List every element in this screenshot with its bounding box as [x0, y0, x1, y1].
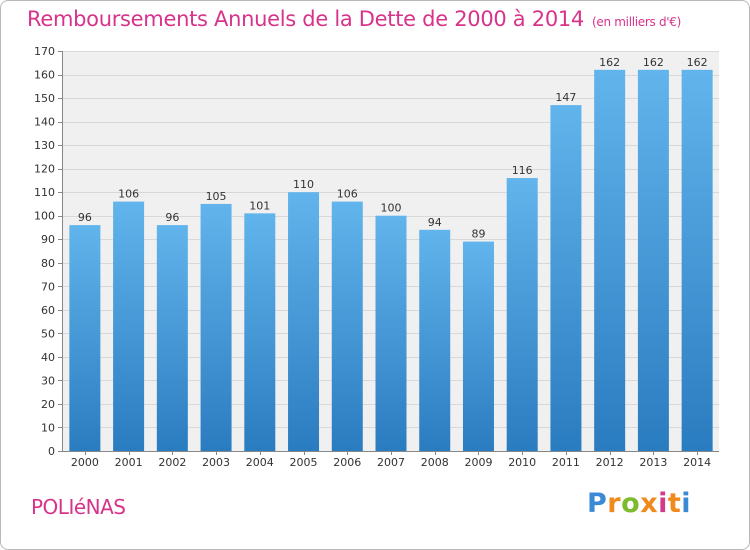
x-tick-label: 2000 [71, 456, 99, 469]
chart-subtitle: (en milliers d'€) [592, 15, 682, 29]
y-tick-label: 20 [41, 398, 55, 411]
bar-value-label: 162 [643, 56, 664, 69]
bar [331, 201, 363, 451]
y-tick-label: 70 [41, 280, 55, 293]
y-tick-label: 0 [48, 445, 55, 458]
x-tick-label: 2003 [202, 456, 230, 469]
x-axis-labels: 2000 2001 2002 2003 2004 2005 2006 2007 2008 2009… [71, 451, 711, 469]
bar [244, 213, 276, 451]
x-tick-label: 2004 [246, 456, 274, 469]
x-tick-label: 2007 [377, 456, 405, 469]
x-tick-label: 2013 [639, 456, 667, 469]
logo-letter: i [658, 488, 668, 519]
bar-value-label: 162 [599, 56, 620, 69]
y-tick-label: 50 [41, 327, 55, 340]
y-axis-ticks: 0 10 20 30 40 50 60 70 80 90 100 110 120 130 140 150 160… [34, 45, 63, 458]
x-tick-label: 2014 [683, 456, 711, 469]
bar [419, 229, 451, 451]
y-tick-label: 90 [41, 233, 55, 246]
y-tick-label: 110 [34, 186, 55, 199]
bar-value-label: 106 [337, 188, 358, 201]
logo-letter: i [681, 488, 692, 519]
y-tick-label: 60 [41, 304, 55, 317]
x-tick-label: 2002 [158, 456, 186, 469]
y-tick-label: 100 [34, 210, 55, 223]
y-tick-label: 150 [34, 92, 55, 105]
bar-value-label: 96 [165, 211, 179, 224]
bar [156, 225, 188, 451]
logo-letter: t [667, 488, 682, 519]
x-tick-label: 2008 [421, 456, 449, 469]
proxiti-logo: Proxiti [587, 488, 691, 519]
x-tick-label: 2006 [333, 456, 361, 469]
bar [637, 69, 669, 451]
chart-title: Remboursements Annuels de la Dette de 20… [27, 7, 681, 31]
y-tick-label: 140 [34, 116, 55, 129]
logo-letter: x [640, 488, 659, 519]
bar-value-label: 147 [555, 91, 576, 104]
bar [200, 203, 232, 451]
bars: 96 106 96 105 101 110 106 100 94 89 116 147 162 162 16… [69, 56, 713, 452]
bar [113, 201, 145, 451]
bar-value-label: 105 [206, 190, 227, 203]
bar-value-label: 162 [687, 56, 708, 69]
x-tick-label: 2011 [552, 456, 580, 469]
bar-value-label: 116 [512, 164, 533, 177]
bar-value-label: 96 [78, 211, 92, 224]
bar [288, 192, 320, 452]
y-tick-label: 40 [41, 351, 55, 364]
commune-name: POLIéNAS [31, 495, 126, 519]
x-tick-label: 2012 [596, 456, 624, 469]
bar [681, 69, 713, 451]
logo-letter: o [621, 488, 641, 519]
y-tick-label: 170 [34, 45, 55, 58]
bar [462, 241, 494, 451]
chart-title-text: Remboursements Annuels de la Dette de 20… [27, 7, 584, 31]
x-tick-label: 2001 [115, 456, 143, 469]
x-tick-label: 2005 [290, 456, 318, 469]
bar-value-label: 94 [428, 216, 442, 229]
y-tick-label: 10 [41, 421, 55, 434]
bar [69, 225, 101, 451]
x-tick-label: 2009 [464, 456, 492, 469]
y-tick-label: 120 [34, 163, 55, 176]
y-tick-label: 30 [41, 374, 55, 387]
logo-letter: P [587, 488, 608, 519]
bar [594, 69, 626, 451]
bar [550, 105, 582, 451]
bar-value-label: 89 [471, 228, 485, 241]
bar-value-label: 106 [118, 188, 139, 201]
x-tick-label: 2010 [508, 456, 536, 469]
bar-value-label: 110 [293, 178, 314, 191]
bar [506, 178, 538, 451]
y-tick-label: 160 [34, 69, 55, 82]
bar-value-label: 101 [249, 199, 270, 212]
bar [375, 215, 407, 451]
y-tick-label: 130 [34, 139, 55, 152]
bar-value-label: 100 [381, 202, 402, 215]
logo-letter: r [607, 488, 622, 519]
y-tick-label: 80 [41, 257, 55, 270]
